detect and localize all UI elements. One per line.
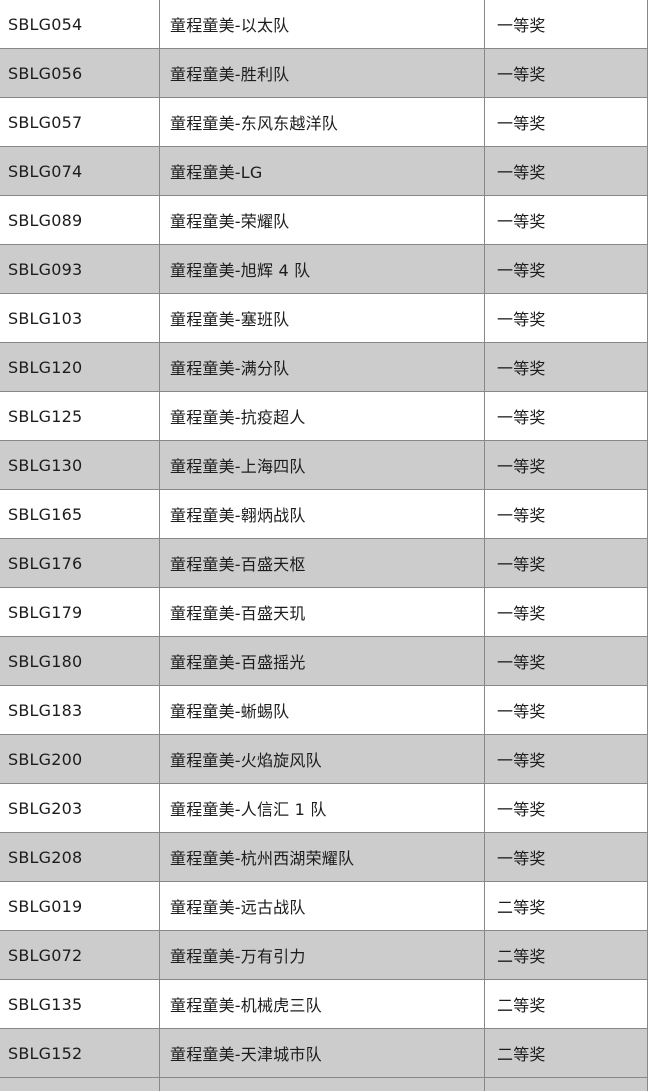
team-name-cell: 童程童美-东风东越洋队 xyxy=(160,98,485,146)
team-name-cell: 童程童美-翱炳战队 xyxy=(160,490,485,538)
team-name-cell: 童程童美-百盛摇光 xyxy=(160,637,485,685)
award-cell: 一等奖 xyxy=(485,833,648,881)
team-code-cell: SBLG208 xyxy=(0,833,160,881)
team-name-cell: 童程童美-胜利队 xyxy=(160,49,485,97)
team-code-cell: SBLG176 xyxy=(0,539,160,587)
table-row-partial xyxy=(0,1078,648,1091)
table-row: SBLG165 童程童美-翱炳战队 一等奖 xyxy=(0,490,648,539)
table-row: SBLG120 童程童美-满分队 一等奖 xyxy=(0,343,648,392)
award-cell: 二等奖 xyxy=(485,882,648,930)
team-code-cell: SBLG074 xyxy=(0,147,160,195)
team-code-cell: SBLG203 xyxy=(0,784,160,832)
team-code-cell: SBLG179 xyxy=(0,588,160,636)
team-code-cell: SBLG165 xyxy=(0,490,160,538)
award-cell: 一等奖 xyxy=(485,245,648,293)
award-cell: 一等奖 xyxy=(485,490,648,538)
award-cell: 二等奖 xyxy=(485,1029,648,1077)
team-code-cell: SBLG072 xyxy=(0,931,160,979)
table-row: SBLG093 童程童美-旭辉 4 队 一等奖 xyxy=(0,245,648,294)
team-name-cell: 童程童美-蜥蜴队 xyxy=(160,686,485,734)
award-cell: 一等奖 xyxy=(485,147,648,195)
table-row: SBLG056 童程童美-胜利队 一等奖 xyxy=(0,49,648,98)
team-name-cell: 童程童美-以太队 xyxy=(160,0,485,48)
team-name-cell: 童程童美-荣耀队 xyxy=(160,196,485,244)
team-name-cell: 童程童美-塞班队 xyxy=(160,294,485,342)
team-name-cell: 童程童美-万有引力 xyxy=(160,931,485,979)
team-name-cell: 童程童美-上海四队 xyxy=(160,441,485,489)
team-code-cell: SBLG120 xyxy=(0,343,160,391)
team-code-cell: SBLG103 xyxy=(0,294,160,342)
table-row: SBLG208 童程童美-杭州西湖荣耀队 一等奖 xyxy=(0,833,648,882)
team-code-cell: SBLG019 xyxy=(0,882,160,930)
team-name-cell: 童程童美-百盛天枢 xyxy=(160,539,485,587)
team-name-cell: 童程童美-杭州西湖荣耀队 xyxy=(160,833,485,881)
team-code-cell: SBLG125 xyxy=(0,392,160,440)
table-row: SBLG152 童程童美-天津城市队 二等奖 xyxy=(0,1029,648,1078)
award-cell: 一等奖 xyxy=(485,441,648,489)
award-cell: 一等奖 xyxy=(485,539,648,587)
award-cell: 一等奖 xyxy=(485,392,648,440)
team-code-cell: SBLG057 xyxy=(0,98,160,146)
award-cell: 二等奖 xyxy=(485,980,648,1028)
award-cell: 一等奖 xyxy=(485,343,648,391)
award-cell: 一等奖 xyxy=(485,49,648,97)
team-code-cell: SBLG093 xyxy=(0,245,160,293)
team-name-cell: 童程童美-抗疫超人 xyxy=(160,392,485,440)
team-code-cell: SBLG056 xyxy=(0,49,160,97)
team-code-cell: SBLG130 xyxy=(0,441,160,489)
award-cell: 一等奖 xyxy=(485,294,648,342)
team-code-cell: SBLG200 xyxy=(0,735,160,783)
team-name-cell: 童程童美-百盛天玑 xyxy=(160,588,485,636)
table-row: SBLG019 童程童美-远古战队 二等奖 xyxy=(0,882,648,931)
award-cell: 一等奖 xyxy=(485,637,648,685)
table-row: SBLG130 童程童美-上海四队 一等奖 xyxy=(0,441,648,490)
table-row: SBLG072 童程童美-万有引力 二等奖 xyxy=(0,931,648,980)
award-cell: 一等奖 xyxy=(485,196,648,244)
team-name-cell: 童程童美-LG xyxy=(160,147,485,195)
table-row: SBLG179 童程童美-百盛天玑 一等奖 xyxy=(0,588,648,637)
team-code-cell: SBLG135 xyxy=(0,980,160,1028)
team-name-cell: 童程童美-人信汇 1 队 xyxy=(160,784,485,832)
team-name-cell: 童程童美-满分队 xyxy=(160,343,485,391)
table-row: SBLG057 童程童美-东风东越洋队 一等奖 xyxy=(0,98,648,147)
award-cell: 二等奖 xyxy=(485,931,648,979)
team-name-cell: 童程童美-远古战队 xyxy=(160,882,485,930)
table-row: SBLG089 童程童美-荣耀队 一等奖 xyxy=(0,196,648,245)
award-cell: 一等奖 xyxy=(485,686,648,734)
team-code-cell xyxy=(0,1078,160,1091)
team-code-cell: SBLG152 xyxy=(0,1029,160,1077)
award-cell xyxy=(485,1078,648,1091)
team-code-cell: SBLG054 xyxy=(0,0,160,48)
table-row: SBLG135 童程童美-机械虎三队 二等奖 xyxy=(0,980,648,1029)
award-cell: 一等奖 xyxy=(485,735,648,783)
table-row: SBLG125 童程童美-抗疫超人 一等奖 xyxy=(0,392,648,441)
table-row: SBLG103 童程童美-塞班队 一等奖 xyxy=(0,294,648,343)
table-row: SBLG176 童程童美-百盛天枢 一等奖 xyxy=(0,539,648,588)
team-code-cell: SBLG183 xyxy=(0,686,160,734)
team-name-cell: 童程童美-天津城市队 xyxy=(160,1029,485,1077)
award-cell: 一等奖 xyxy=(485,98,648,146)
award-cell: 一等奖 xyxy=(485,0,648,48)
team-code-cell: SBLG180 xyxy=(0,637,160,685)
table-row: SBLG200 童程童美-火焰旋风队 一等奖 xyxy=(0,735,648,784)
award-cell: 一等奖 xyxy=(485,784,648,832)
team-name-cell: 童程童美-火焰旋风队 xyxy=(160,735,485,783)
table-row: SBLG203 童程童美-人信汇 1 队 一等奖 xyxy=(0,784,648,833)
team-name-cell: 童程童美-旭辉 4 队 xyxy=(160,245,485,293)
table-row: SBLG074 童程童美-LG 一等奖 xyxy=(0,147,648,196)
table-row: SBLG180 童程童美-百盛摇光 一等奖 xyxy=(0,637,648,686)
table-row: SBLG054 童程童美-以太队 一等奖 xyxy=(0,0,648,49)
team-name-cell: 童程童美-机械虎三队 xyxy=(160,980,485,1028)
award-cell: 一等奖 xyxy=(485,588,648,636)
team-code-cell: SBLG089 xyxy=(0,196,160,244)
team-name-cell xyxy=(160,1078,485,1091)
table-row: SBLG183 童程童美-蜥蜴队 一等奖 xyxy=(0,686,648,735)
